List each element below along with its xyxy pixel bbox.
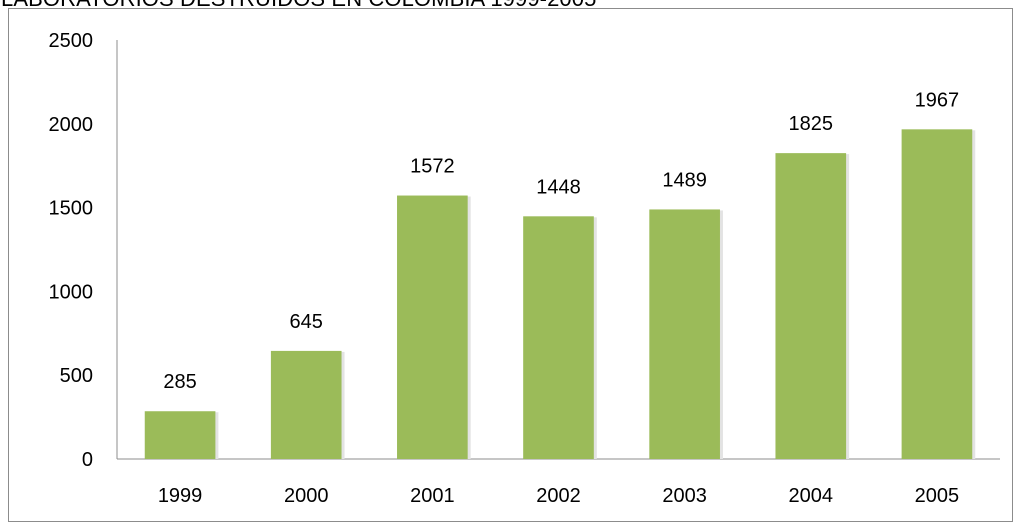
y-tick-label: 500 (60, 365, 93, 387)
bar-2005 (901, 129, 973, 459)
y-tick-label: 1500 (49, 198, 94, 220)
x-tick-label: 2005 (915, 485, 960, 507)
y-tick-label: 2000 (49, 114, 94, 136)
data-label-2005: 1967 (915, 89, 960, 111)
data-label-2002: 1448 (536, 176, 581, 198)
x-tick-label: 2001 (410, 485, 455, 507)
y-tick-label: 0 (82, 449, 93, 471)
bar-1999 (144, 411, 216, 459)
data-label-2001: 1572 (410, 156, 455, 178)
y-tick-label: 2500 (49, 30, 94, 52)
x-tick-label: 2000 (284, 485, 329, 507)
bar-2002 (523, 216, 594, 459)
data-label-2004: 1825 (789, 113, 834, 135)
data-label-1999: 285 (163, 371, 196, 393)
bar-2001 (397, 195, 468, 459)
y-tick-label: 1000 (49, 281, 94, 303)
chart-title: LABORATORIOS DESTRUIDOS EN COLOMBIA 1999… (1, 0, 596, 12)
data-label-2003: 1489 (662, 169, 707, 191)
x-tick-label: 2003 (662, 485, 707, 507)
bar-2004 (775, 153, 847, 459)
x-tick-label: 1999 (158, 485, 203, 507)
data-label-2000: 645 (290, 311, 323, 333)
chart-frame (8, 8, 1013, 522)
x-tick-label: 2004 (789, 485, 834, 507)
bar-2003 (649, 209, 720, 459)
x-tick-label: 2002 (536, 485, 581, 507)
bar-2000 (270, 350, 342, 459)
